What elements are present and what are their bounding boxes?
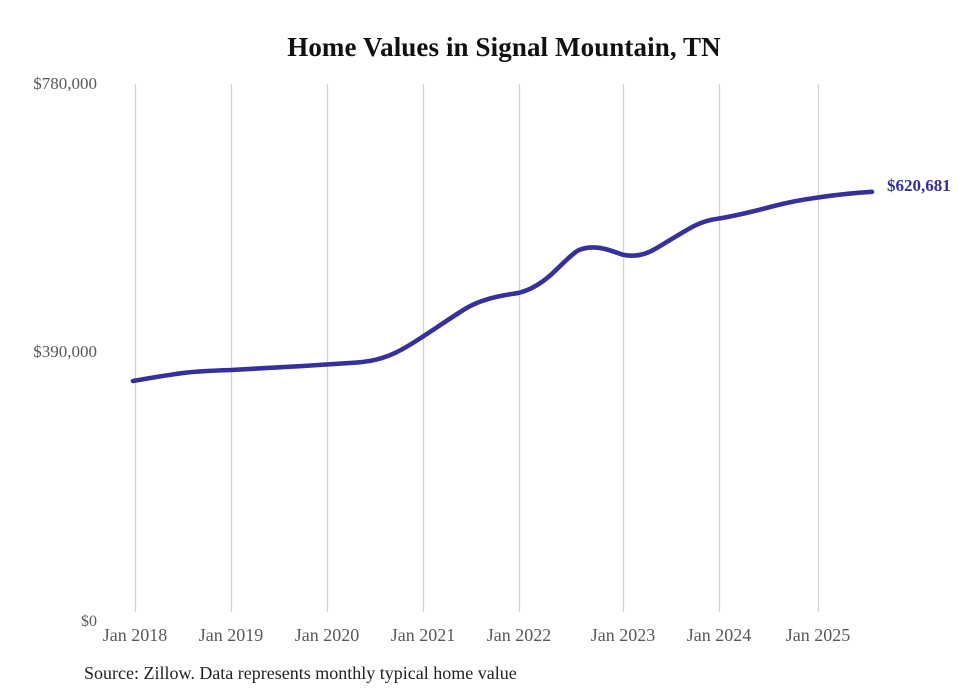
x-axis-tick-jan-2018: Jan 2018: [102, 625, 168, 645]
x-axis-tick-jan-2023: Jan 2023: [590, 625, 656, 645]
x-axis-tick-jan-2025: Jan 2025: [785, 625, 851, 645]
y-axis-tick-390000: $390,000: [33, 342, 97, 361]
series-end-value-label: $620,681: [887, 176, 951, 195]
x-axis-tick-jan-2022: Jan 2022: [486, 625, 552, 645]
y-axis-tick-0: $0: [81, 613, 97, 630]
x-axis-tick-jan-2021: Jan 2021: [390, 625, 456, 645]
gridlines-vertical: [134, 84, 820, 612]
data-line-typical-home-value: [130, 189, 875, 384]
y-axis-tick-780000: $780,000: [33, 74, 97, 93]
page-title: Home Values in Signal Mountain, TN: [287, 32, 721, 62]
x-axis-tick-jan-2019: Jan 2019: [198, 625, 264, 645]
source-note: Source: Zillow. Data represents monthly …: [84, 663, 517, 683]
x-axis-tick-jan-2024: Jan 2024: [686, 625, 752, 645]
x-axis-tick-jan-2020: Jan 2020: [294, 625, 360, 645]
